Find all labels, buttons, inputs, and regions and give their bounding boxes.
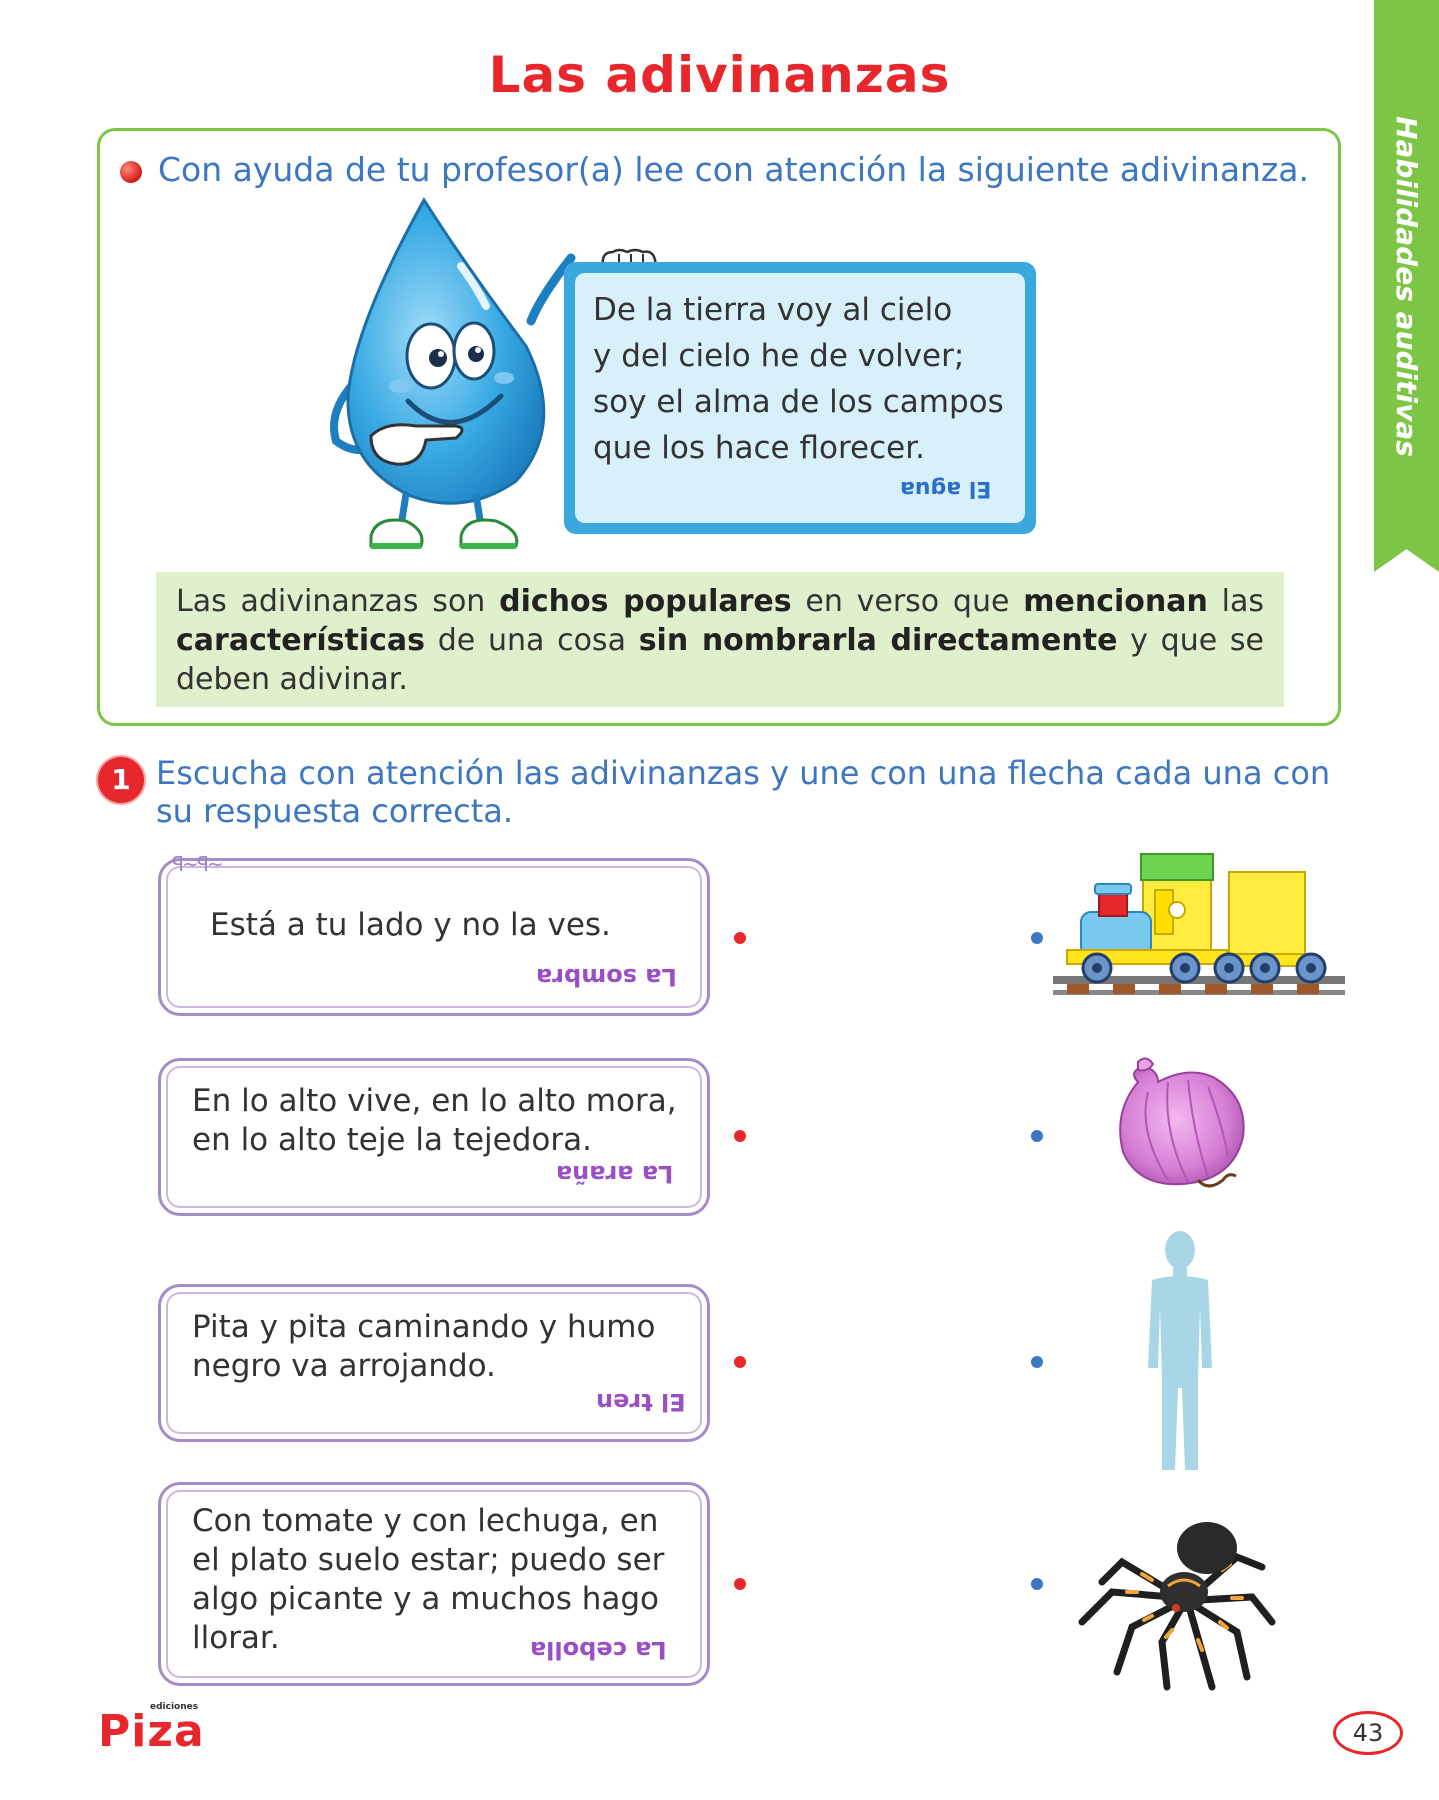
definition-text: Las adivinanzas son [176,584,500,619]
page-title: Las adivinanzas [488,46,951,104]
bullet-icon [120,161,142,183]
definition-box: Las adivinanzas son dichos populares en … [156,572,1284,707]
definition-bold: sin nombrarla directamente [638,623,1118,658]
match-dot-left[interactable] [734,932,746,944]
riddle-line: que los hace florecer. [593,430,925,466]
person-silhouette-icon [1148,1231,1212,1470]
match-dot-left[interactable] [734,1130,746,1142]
definition-bold: características [176,623,425,658]
riddle-answer-upside-down: La araña [556,1160,674,1188]
side-tab [1374,0,1439,572]
toy-train-icon [1053,853,1345,995]
definition-text: las [1207,584,1264,619]
spider-icon [1078,1522,1276,1691]
riddle-answer-upside-down: La sombra [536,963,677,991]
onion-icon [1119,1057,1245,1188]
flourish-decoration: ꟼ~ꟼ~ [172,852,224,876]
riddle-text: Con tomate y con lechuga, en el plato su… [192,1503,665,1656]
riddle-frame-4 [158,1482,710,1686]
riddle-text: Pita y pita caminando y humo negro va ar… [192,1309,656,1384]
water-drop-mascot-icon [330,197,576,549]
riddle-line: soy el alma de los campos [593,384,1004,420]
side-tab-text: Habilidades auditivas [1390,115,1423,457]
definition-bold: mencionan [1023,584,1208,619]
exercise-number-badge: 1 [98,757,144,803]
match-dot-left[interactable] [734,1356,746,1368]
riddle-answer-upside-down: La cebolla [530,1636,667,1664]
match-dot-right[interactable] [1031,1356,1043,1368]
intro-box [97,128,1341,726]
riddle-frame-3 [158,1284,710,1442]
match-dot-right[interactable] [1031,932,1043,944]
side-tab-label: Habilidades auditivas [1374,0,1439,572]
riddle-frame-2 [158,1058,710,1216]
publisher-logo: Piza [98,1706,205,1757]
definition-text: en verso que [791,584,1024,619]
intro-instruction: Con ayuda de tu profesor(a) lee con aten… [158,150,1309,189]
match-dot-right[interactable] [1031,1130,1043,1142]
definition-text: de una cosa [424,623,639,658]
riddle-answer-upside-down: El tren [596,1388,686,1416]
page-number: 43 [1333,1711,1403,1755]
riddle-line: De la tierra voy al cielo [593,292,953,328]
riddle-card-inner [575,273,1025,523]
riddle-text: Está a tu lado y no la ves. [210,907,611,943]
definition-text: y que se deben adivinar. [176,623,1264,697]
riddle-text: En lo alto vive, en lo alto mora, en lo … [192,1083,677,1158]
match-dot-right[interactable] [1031,1578,1043,1590]
exercise-instruction: Escucha con atención las adivinanzas y u… [156,754,1331,830]
riddle-frame-1 [158,858,710,1016]
riddle-line: y del cielo he de volver; [593,338,965,374]
riddle-answer-upside-down: El agua [900,476,992,501]
match-dot-left[interactable] [734,1578,746,1590]
definition-bold: dichos populares [499,584,792,619]
publisher-logo-small: ediciones [150,1702,199,1712]
